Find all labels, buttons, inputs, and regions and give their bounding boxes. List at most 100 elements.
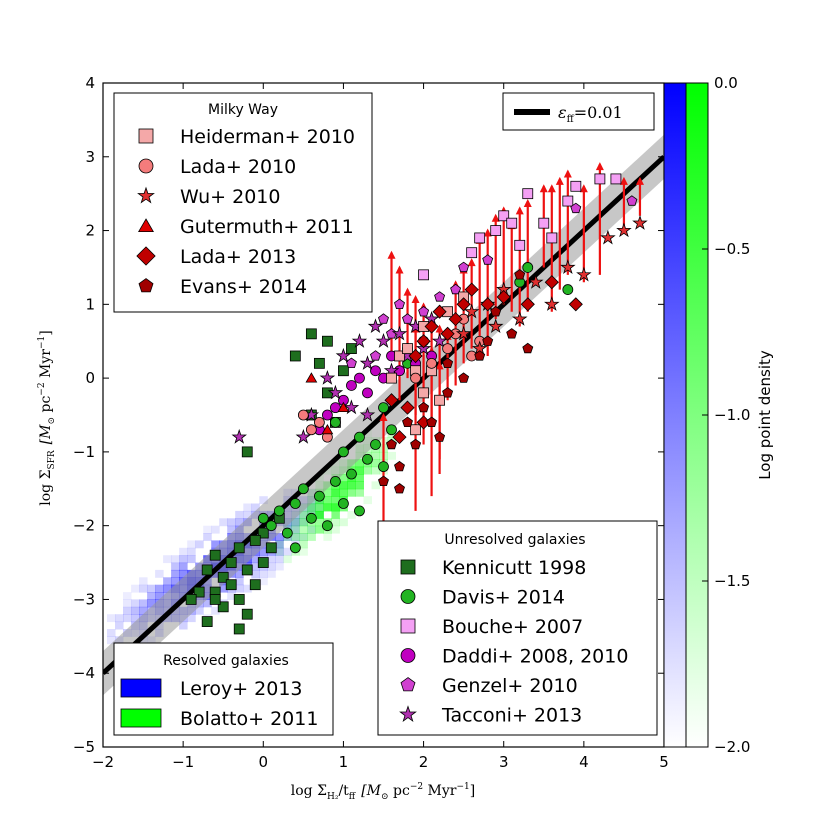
- density-cell: [387, 451, 396, 460]
- upper-limit-arrowhead: [539, 184, 548, 193]
- data-point: [378, 313, 389, 324]
- data-point: [458, 261, 470, 273]
- legend-marker: [136, 246, 156, 266]
- data-point: [327, 384, 344, 400]
- density-cell: [243, 510, 252, 519]
- data-point: [394, 483, 405, 494]
- density-cell: [299, 547, 308, 556]
- density-cell: [163, 577, 172, 586]
- density-cell: [275, 547, 284, 556]
- data-point: [295, 428, 312, 444]
- density-cell: [235, 584, 244, 593]
- data-point: [474, 350, 486, 361]
- fit-legend-label: εff=0.01: [558, 103, 623, 125]
- data-point: [386, 372, 397, 384]
- data-point: [455, 325, 472, 341]
- data-point: [610, 173, 622, 185]
- density-cell: [339, 488, 348, 497]
- legend-label: Evans+ 2014: [180, 276, 307, 298]
- upper-limit-arrowhead: [523, 199, 532, 208]
- data-point: [265, 520, 277, 532]
- x-tick-label: 4: [579, 753, 589, 771]
- data-point: [351, 333, 368, 348]
- data-point: [418, 306, 430, 317]
- density-cell: [283, 555, 292, 564]
- density-cell: [331, 503, 340, 512]
- upper-limit-arrowhead: [563, 169, 572, 178]
- data-point: [345, 357, 357, 369]
- legend-milky-way-title: Milky Way: [208, 102, 278, 118]
- data-point: [538, 217, 550, 229]
- legend-label: Genzel+ 2010: [442, 675, 578, 697]
- data-point: [225, 557, 237, 568]
- data-point: [378, 461, 389, 473]
- legend-label: Tacconi+ 2013: [441, 705, 582, 727]
- data-point: [217, 571, 229, 583]
- legend-label: Leroy+ 2013: [180, 678, 303, 700]
- density-cell: [355, 466, 364, 475]
- data-point: [544, 275, 559, 290]
- data-point: [338, 498, 349, 509]
- data-point: [418, 269, 429, 281]
- data-point: [209, 549, 221, 561]
- data-point: [297, 483, 309, 495]
- density-cell: [291, 518, 300, 527]
- density-cell: [347, 510, 356, 519]
- data-point: [313, 416, 325, 428]
- colorbar-ticks: 0.0 −0.5 −1.0 −1.5 −2.0: [702, 74, 750, 756]
- density-cell: [259, 577, 268, 586]
- density-cell: [147, 584, 156, 593]
- data-point: [442, 387, 454, 398]
- data-point: [482, 254, 494, 265]
- legend-marker: [138, 128, 154, 144]
- legend-label: Gutermuth+ 2011: [180, 216, 354, 238]
- density-cell: [299, 518, 308, 527]
- density-cell: [275, 547, 284, 556]
- data-point: [418, 401, 430, 413]
- data-point: [410, 438, 422, 450]
- data-point: [498, 210, 510, 222]
- data-point: [402, 313, 413, 324]
- data-point: [289, 498, 301, 509]
- data-point: [249, 579, 261, 591]
- data-point: [394, 298, 405, 310]
- legend-swatch: [120, 678, 162, 698]
- data-point: [562, 284, 574, 295]
- data-point: [392, 430, 407, 445]
- density-cell: [347, 488, 356, 497]
- density-cell: [251, 569, 260, 578]
- y-tick-label: −5: [73, 738, 95, 756]
- density-cell: [299, 518, 308, 527]
- data-point: [375, 333, 392, 348]
- legend-marker: [137, 186, 155, 204]
- density-cell: [227, 518, 236, 527]
- data-point: [440, 326, 455, 341]
- legend-label: Bolatto+ 2011: [180, 708, 318, 730]
- data-point: [362, 453, 373, 465]
- density-cell: [123, 592, 132, 600]
- x-axis-label: log ΣH₂/tff [M⊙ pc−2 Myr−1]: [291, 782, 475, 802]
- x-tick-label: 0: [259, 753, 269, 771]
- density-cell: [139, 606, 148, 615]
- density-cell: [267, 562, 276, 571]
- data-point: [456, 297, 471, 312]
- density-cell: [139, 599, 148, 608]
- legend-unresolved-title: Unresolved galaxies: [444, 532, 585, 548]
- data-point: [193, 586, 205, 598]
- data-point: [490, 225, 502, 236]
- density-cell: [323, 533, 332, 541]
- data-point: [289, 542, 301, 554]
- density-cell: [147, 599, 156, 608]
- data-point: [632, 215, 648, 230]
- data-point: [426, 357, 437, 369]
- y-tick-label: −3: [73, 590, 95, 608]
- upper-limit-arrowhead: [579, 184, 588, 193]
- density-cell: [235, 569, 244, 578]
- data-point: [424, 319, 439, 334]
- data-point: [562, 195, 574, 207]
- data-point: [408, 348, 423, 364]
- density-cell: [203, 599, 212, 608]
- density-cell: [259, 569, 268, 578]
- density-cell: [275, 533, 284, 541]
- density-cell: [323, 503, 332, 512]
